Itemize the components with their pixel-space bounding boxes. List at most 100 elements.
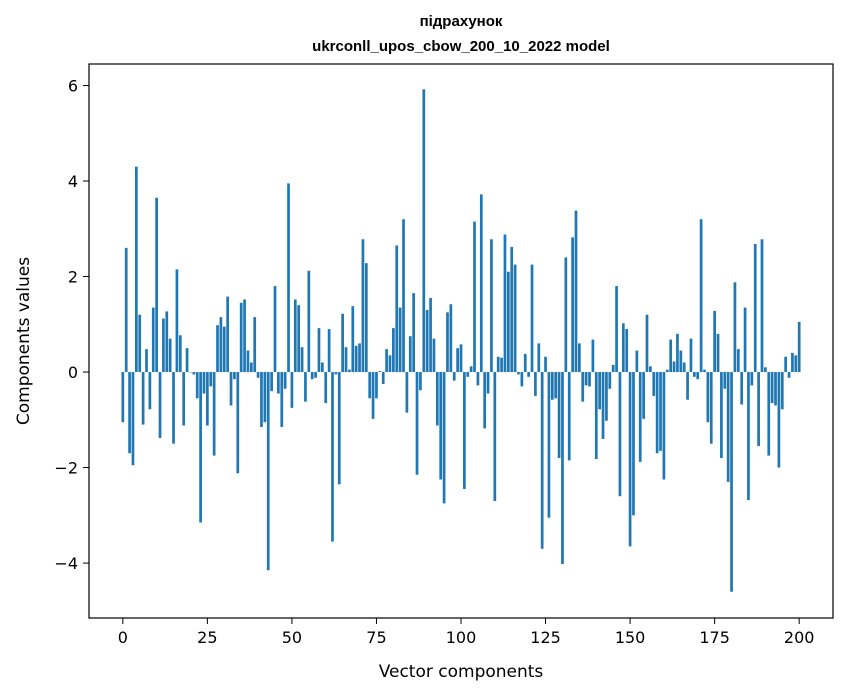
bar-0 bbox=[121, 372, 125, 423]
bar-140 bbox=[594, 372, 598, 459]
y-tick-label: −4 bbox=[54, 554, 78, 573]
bar-106 bbox=[479, 194, 483, 373]
bar-11 bbox=[158, 372, 162, 438]
bar-65 bbox=[341, 313, 344, 373]
bar-99 bbox=[456, 348, 459, 373]
bar-43 bbox=[266, 372, 270, 571]
bar-170 bbox=[696, 372, 700, 380]
bar-45 bbox=[273, 286, 277, 373]
bar-112 bbox=[500, 357, 503, 373]
bar-123 bbox=[537, 343, 541, 373]
bar-148 bbox=[621, 323, 625, 373]
bar-19 bbox=[185, 348, 189, 373]
bar-27 bbox=[212, 372, 216, 456]
bar-176 bbox=[716, 333, 720, 373]
bar-172 bbox=[703, 369, 706, 373]
bar-14 bbox=[168, 338, 172, 373]
bar-166 bbox=[682, 362, 686, 373]
bar-21 bbox=[192, 372, 196, 375]
bar-102 bbox=[466, 372, 470, 377]
bar-197 bbox=[787, 372, 791, 378]
x-tick-label: 200 bbox=[784, 628, 815, 647]
bar-165 bbox=[679, 350, 683, 373]
bar-185 bbox=[747, 372, 750, 501]
bar-26 bbox=[209, 372, 213, 387]
bar-191 bbox=[767, 372, 771, 456]
bar-66 bbox=[344, 347, 348, 373]
bar-17 bbox=[178, 335, 182, 373]
bar-15 bbox=[172, 372, 175, 444]
bar-117 bbox=[517, 372, 520, 375]
bar-53 bbox=[300, 347, 304, 373]
bar-51 bbox=[293, 299, 297, 373]
bar-155 bbox=[645, 314, 649, 373]
bar-10 bbox=[155, 197, 158, 373]
bar-90 bbox=[425, 309, 429, 373]
bar-36 bbox=[243, 299, 246, 373]
bar-141 bbox=[598, 372, 602, 410]
y-tick-label: 2 bbox=[68, 268, 78, 287]
bar-159 bbox=[659, 372, 662, 451]
bar-128 bbox=[554, 372, 558, 399]
bar-175 bbox=[713, 310, 716, 373]
bar-168 bbox=[689, 338, 693, 373]
bar-136 bbox=[581, 372, 585, 402]
bar-37 bbox=[246, 350, 250, 373]
bar-110 bbox=[493, 372, 497, 501]
bar-85 bbox=[408, 336, 412, 373]
bar-39 bbox=[253, 317, 257, 373]
bar-142 bbox=[601, 372, 605, 439]
bar-135 bbox=[578, 343, 581, 373]
bar-109 bbox=[490, 239, 493, 373]
bar-9 bbox=[151, 307, 155, 373]
bar-35 bbox=[239, 302, 243, 373]
bar-61 bbox=[327, 329, 331, 373]
bar-134 bbox=[574, 210, 578, 373]
x-tick-label: 100 bbox=[446, 628, 477, 647]
bar-113 bbox=[503, 234, 507, 373]
bar-187 bbox=[753, 244, 757, 373]
bar-23 bbox=[199, 372, 202, 523]
bar-138 bbox=[588, 372, 591, 387]
bar-88 bbox=[419, 372, 422, 391]
x-axis-ticks: 0 25 50 75 100 125 150 175 200 bbox=[118, 618, 815, 647]
y-tick-label: 6 bbox=[68, 76, 78, 95]
bar-133 bbox=[571, 237, 574, 373]
bar-60 bbox=[324, 372, 328, 404]
bar-121 bbox=[530, 264, 534, 373]
bar-152 bbox=[635, 350, 639, 373]
chart-subtitle: ukrconll_upos_cbow_200_10_2022 model bbox=[312, 38, 610, 55]
bar-72 bbox=[364, 263, 368, 373]
bar-143 bbox=[605, 372, 608, 421]
bar-196 bbox=[784, 356, 788, 373]
bar-147 bbox=[618, 372, 622, 497]
bar-95 bbox=[442, 372, 446, 504]
x-tick-label: 50 bbox=[282, 628, 302, 647]
bar-115 bbox=[510, 246, 514, 373]
bar-190 bbox=[764, 367, 767, 373]
bar-49 bbox=[287, 183, 290, 373]
bar-180 bbox=[730, 372, 733, 592]
bar-79 bbox=[388, 355, 392, 373]
bar-157 bbox=[652, 372, 656, 396]
bar-13 bbox=[165, 311, 169, 373]
bar-22 bbox=[195, 372, 199, 399]
bar-127 bbox=[550, 372, 554, 400]
bar-44 bbox=[270, 372, 273, 392]
bar-195 bbox=[780, 372, 784, 410]
bar-100 bbox=[459, 344, 463, 373]
bar-194 bbox=[777, 372, 781, 468]
bar-76 bbox=[378, 371, 382, 373]
bar-89 bbox=[422, 89, 426, 373]
bar-124 bbox=[540, 372, 544, 549]
bar-73 bbox=[368, 372, 372, 399]
bar-200 bbox=[797, 321, 801, 373]
bar-193 bbox=[774, 372, 777, 406]
bar-93 bbox=[435, 372, 439, 426]
bar-150 bbox=[628, 372, 632, 547]
bar-91 bbox=[429, 298, 432, 373]
bar-164 bbox=[676, 333, 679, 373]
y-axis-ticks: −4 −2 0 2 4 6 bbox=[54, 76, 89, 573]
bar-131 bbox=[564, 257, 568, 373]
bar-18 bbox=[182, 372, 186, 426]
